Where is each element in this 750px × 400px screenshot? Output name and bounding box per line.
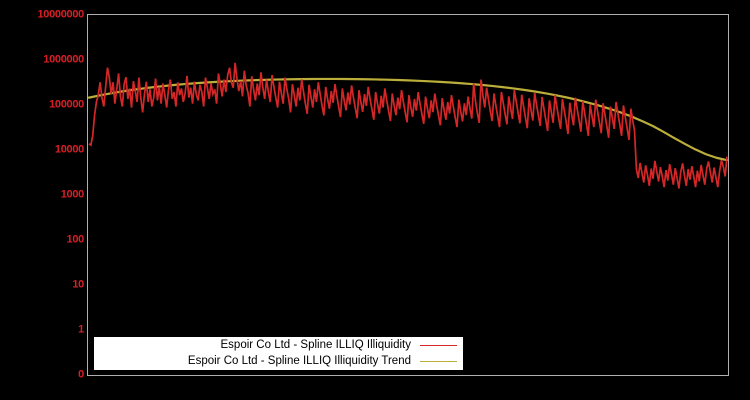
- y-tick-label: 1000: [60, 188, 85, 201]
- y-tick-label: 10000: [54, 143, 84, 156]
- y-tick-label: 100: [66, 233, 85, 246]
- legend-label-main: Espoir Co Ltd - Spline ILLIQ Illiquidity: [220, 339, 411, 351]
- y-tick-label: 1000000: [43, 53, 84, 66]
- legend-entry-main: Espoir Co Ltd - Spline ILLIQ Illiquidity: [94, 337, 463, 353]
- legend-swatch-trend-icon: [420, 360, 457, 362]
- y-tick-label: 1: [78, 323, 84, 336]
- legend-entry-trend: Espoir Co Ltd - Spline ILLIQ Illiquidity…: [94, 353, 463, 369]
- legend-label-trend: Espoir Co Ltd - Spline ILLIQ Illiquidity…: [187, 355, 411, 367]
- y-tick-label: 10: [72, 278, 84, 291]
- series-main-line: [88, 62, 728, 189]
- plot-area: [87, 14, 729, 376]
- y-tick-label: 10000000: [37, 8, 84, 21]
- y-tick-label: 0: [78, 368, 84, 381]
- y-axis: 10000000 1000000 100000 10000 1000 100 10 1 0: [0, 0, 84, 400]
- legend-swatch-main-icon: [420, 344, 457, 346]
- y-tick-label: 100000: [49, 98, 84, 111]
- plot-svg: [88, 62, 728, 189]
- legend: Espoir Co Ltd - Spline ILLIQ Illiquidity…: [94, 337, 463, 370]
